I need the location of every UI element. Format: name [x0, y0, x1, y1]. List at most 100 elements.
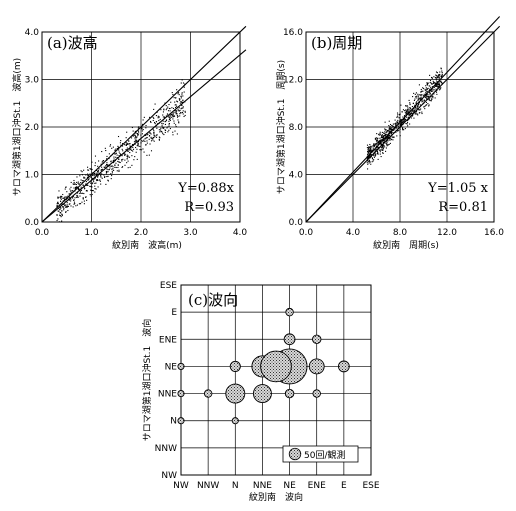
legend-bubble: [288, 447, 302, 461]
data-point: [109, 145, 111, 147]
data-point: [132, 150, 134, 152]
data-point: [162, 126, 164, 129]
data-point: [384, 134, 386, 137]
y-tick-label: E: [171, 308, 177, 318]
data-point: [388, 143, 390, 145]
data-point: [391, 124, 393, 127]
data-point: [401, 127, 404, 129]
data-point: [439, 81, 441, 83]
data-point: [412, 96, 414, 98]
data-point: [140, 134, 142, 136]
data-point: [165, 105, 167, 107]
data-point: [389, 137, 391, 139]
data-point: [73, 199, 75, 202]
y-axis-label: サロマ湖第1湖口沖St.1 波向: [141, 319, 153, 442]
data-point: [61, 196, 63, 198]
data-point: [81, 174, 83, 176]
data-point: [93, 178, 95, 180]
data-point: [91, 176, 93, 178]
data-point: [161, 122, 163, 124]
data-point: [100, 176, 102, 178]
data-point: [389, 123, 392, 126]
data-point: [387, 136, 389, 138]
data-point: [135, 136, 137, 138]
data-point: [370, 145, 372, 147]
data-point: [59, 212, 61, 214]
bubble: [284, 388, 295, 399]
data-point: [389, 125, 391, 128]
data-point: [427, 103, 429, 105]
data-point: [103, 160, 105, 162]
data-point: [366, 157, 369, 159]
data-point: [427, 98, 429, 101]
data-point: [120, 153, 122, 156]
data-point: [111, 165, 113, 167]
data-point: [181, 107, 183, 109]
data-point: [85, 183, 87, 185]
data-point: [428, 99, 430, 101]
data-point: [80, 203, 82, 205]
data-point: [77, 187, 80, 190]
data-point: [76, 186, 78, 188]
data-point: [158, 129, 160, 131]
data-point: [422, 87, 424, 89]
x-tick-label: E: [341, 481, 347, 491]
bubble: [337, 360, 350, 373]
data-point: [440, 67, 442, 69]
data-point: [379, 139, 381, 141]
data-point: [134, 143, 136, 145]
data-point: [373, 155, 375, 157]
data-point: [180, 100, 182, 103]
data-point: [419, 109, 421, 111]
data-point: [390, 128, 392, 131]
data-point: [385, 150, 387, 152]
data-point: [66, 191, 68, 193]
bubble: [225, 383, 246, 404]
data-point: [380, 139, 382, 141]
data-point: [176, 105, 178, 107]
data-point: [439, 74, 441, 76]
x-tick-label: 4.0: [233, 228, 248, 238]
data-point: [89, 176, 91, 178]
data-point: [117, 164, 119, 166]
data-point: [176, 116, 179, 118]
data-point: [169, 116, 171, 119]
data-point: [79, 182, 82, 184]
data-point: [78, 183, 81, 185]
bubble: [285, 307, 294, 317]
data-point: [407, 106, 409, 108]
data-point: [82, 180, 84, 182]
data-point: [369, 151, 371, 153]
data-point: [76, 181, 78, 183]
data-point: [113, 169, 115, 171]
data-point: [423, 99, 425, 101]
data-point: [152, 139, 154, 141]
data-point: [178, 98, 180, 100]
data-point: [429, 93, 431, 95]
data-point: [67, 209, 69, 212]
data-point: [105, 173, 107, 175]
data-point: [122, 166, 124, 168]
data-point: [371, 146, 373, 148]
data-point: [415, 106, 417, 108]
data-point: [106, 158, 108, 160]
data-point: [376, 133, 378, 135]
data-point: [408, 108, 410, 110]
data-point: [387, 136, 389, 138]
data-point: [163, 116, 165, 118]
data-point: [369, 146, 371, 148]
data-point: [158, 138, 160, 140]
data-point: [394, 123, 396, 125]
data-point: [438, 76, 440, 78]
data-point: [142, 148, 144, 150]
y-tick-label: NNE: [158, 390, 177, 400]
y-tick-label: NW: [161, 471, 177, 481]
data-point: [385, 131, 387, 133]
data-point: [374, 155, 376, 157]
data-point: [377, 151, 379, 154]
data-point: [99, 180, 101, 182]
data-point: [413, 92, 415, 94]
data-point: [378, 134, 380, 136]
data-point: [153, 133, 155, 135]
data-point: [378, 141, 380, 143]
